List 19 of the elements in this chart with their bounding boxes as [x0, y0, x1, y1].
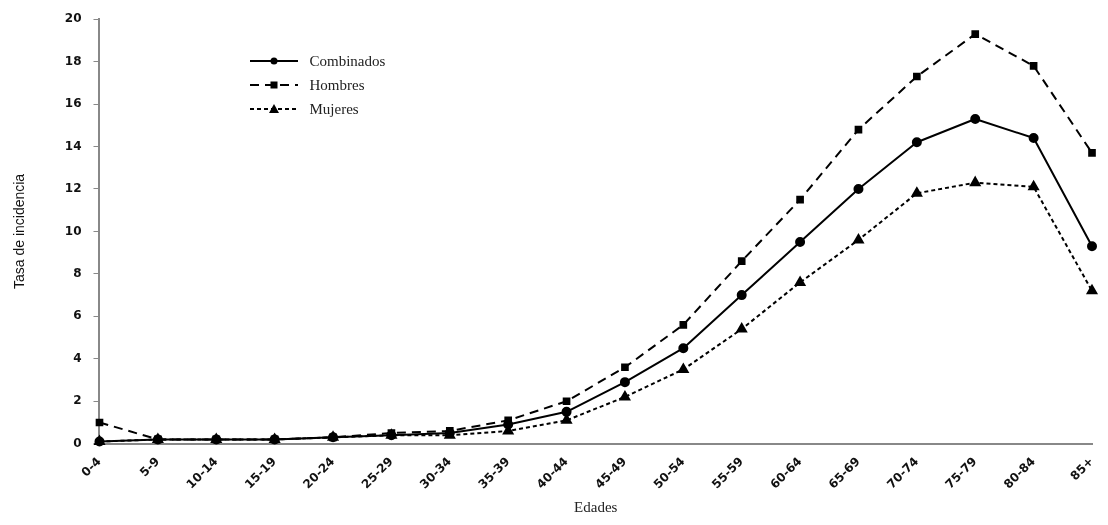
legend-label: Hombres: [309, 76, 365, 94]
x-tick-label: 85+: [1067, 454, 1097, 484]
y-tick-label: 16: [64, 96, 82, 111]
y-tick-label: 10: [64, 223, 82, 238]
y-tick-label: 4: [73, 350, 82, 365]
legend-label: Mujeres: [309, 100, 359, 118]
y-tick-label: 12: [64, 181, 82, 196]
y-tick-label: 2: [73, 393, 82, 408]
y-tick-label: 14: [64, 138, 82, 153]
y-tick-label: 18: [64, 53, 82, 68]
y-axis-title: Tasa de incidencia: [11, 173, 28, 290]
legend-label: Combinados: [309, 52, 386, 70]
x-tick-label: 0-4: [78, 454, 104, 480]
y-tick-label: 6: [73, 308, 82, 323]
x-tick-label: 5-9: [136, 454, 163, 480]
y-tick-label: 20: [64, 11, 82, 26]
y-tick-label: 0: [73, 435, 82, 450]
x-axis-title: Edades: [574, 498, 618, 515]
y-tick-label: 8: [73, 266, 82, 281]
